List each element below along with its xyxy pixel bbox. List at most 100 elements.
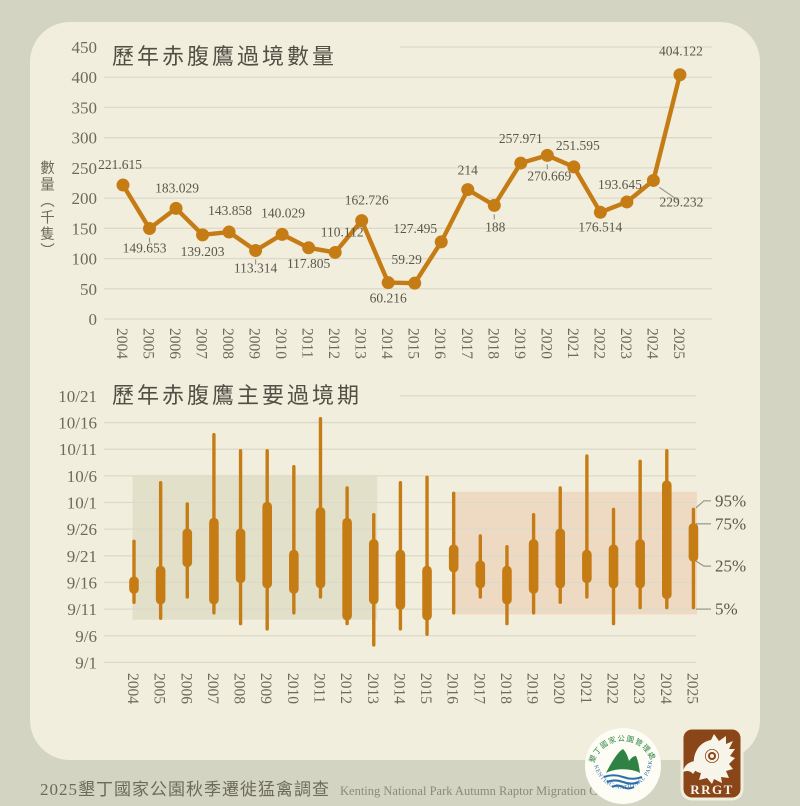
x-tick-label: 2005 [151,673,168,704]
data-point-label: 214 [458,163,479,178]
x-tick-label: 2006 [177,673,194,704]
data-point [275,227,289,241]
data-point [116,178,130,192]
x-tick-label: 2006 [166,328,183,359]
y-tick-label: 9/11 [67,600,97,619]
x-tick-label: 2013 [364,673,381,704]
x-tick-label: 2008 [231,673,248,704]
x-tick-label: 2008 [219,328,236,359]
x-tick-label: 2016 [444,673,461,704]
data-point [673,68,687,82]
x-tick-label: 2018 [484,328,501,359]
x-tick-label: 2015 [417,673,434,704]
data-point [514,156,528,170]
candle-chart-title: 歷年赤腹鷹主要過境期 [112,383,363,408]
data-point [169,201,183,215]
y-tick-label: 10/21 [58,387,97,406]
y-tick-label: 0 [89,310,98,329]
data-point-label: 183.029 [155,180,199,195]
x-tick-label: 2014 [390,673,407,704]
data-point-label: 117.805 [287,256,331,271]
y-tick-label: 250 [72,159,98,178]
data-point-label: 59.29 [392,252,423,267]
x-tick-label: 2011 [299,328,316,358]
y-tick-label: 10/16 [58,414,97,433]
data-point-label: 113.314 [234,261,278,276]
data-point-label: 251.595 [556,138,600,153]
legend-leader-line [695,560,711,567]
data-point [461,183,475,197]
waves-icon [603,774,643,790]
line-chart-title: 歷年赤腹鷹過境數量 [112,44,338,69]
x-tick-label: 2014 [378,328,395,359]
x-tick-label: 2017 [470,673,487,704]
x-tick-label: 2020 [537,328,554,359]
x-tick-label: 2021 [577,673,594,704]
data-point-label: 257.971 [499,131,543,146]
x-tick-label: 2022 [604,673,621,704]
data-point-label: 188 [485,219,506,234]
chart-card [30,22,760,760]
y-tick-label: 450 [72,38,98,57]
data-point-label: 127.495 [393,221,437,236]
data-point-label: 404.122 [659,44,703,59]
x-tick-label: 2023 [630,673,647,704]
x-tick-label: 2010 [284,673,301,704]
data-point [620,195,634,209]
x-tick-label: 2009 [246,328,263,359]
decade-band-2004-2013 [132,475,378,620]
x-tick-label: 2005 [140,328,157,359]
data-point-label: 149.653 [123,241,167,256]
data-point [249,244,263,258]
x-tick-label: 2021 [564,328,581,359]
eye-pupil [710,754,714,758]
data-point-label: 110.112 [321,224,364,239]
x-tick-label: 2019 [511,328,528,359]
kenting-np-logo: 墾丁國家公園管理處 KENTING NATIONAL PARK [585,728,661,804]
raptor-head-icon [683,734,735,784]
footer: 2025墾丁國家公園秋季遷徙猛禽調查 Kenting National Park … [40,775,620,800]
y-tick-label: 100 [72,250,98,269]
footer-title-en: Kenting National Park Autumn Raptor Migr… [340,784,620,798]
data-point [355,214,369,228]
x-tick-label: 2022 [590,328,607,359]
data-point-label: 270.669 [527,168,571,183]
data-point [408,276,422,290]
footer-title-cjk: 2025墾丁國家公園秋季遷徙猛禽調查 [40,780,330,799]
x-tick-label: 2025 [670,328,687,359]
x-tick-label: 2010 [272,328,289,359]
y-tick-label: 400 [72,68,98,87]
x-tick-label: 2020 [550,673,567,704]
data-point [434,235,448,249]
data-point [540,148,554,162]
y-tick-label: 10/11 [59,440,97,459]
x-tick-label: 2015 [405,328,422,359]
data-point-label: 162.726 [345,193,389,208]
decade-band-2016-2025 [452,491,697,615]
data-point [328,245,342,259]
data-point-label: 221.615 [98,157,142,172]
trend-line [121,74,683,286]
x-tick-label: 2009 [257,673,274,704]
legend-label: 75% [715,514,746,533]
rrgt-logo: RRGT [680,726,744,801]
x-tick-label: 2012 [325,328,342,359]
x-tick-label: 2025 [683,673,700,704]
x-tick-label: 2016 [431,328,448,359]
y-tick-label: 200 [72,189,98,208]
data-point-label: 60.216 [370,291,407,306]
y-tick-label: 9/21 [67,547,97,566]
x-tick-label: 2017 [458,328,475,359]
data-point [567,160,581,174]
data-point-label: 229.232 [659,194,703,209]
x-tick-label: 2007 [193,328,210,359]
legend-label: 25% [715,557,746,576]
data-point [381,276,395,290]
rrgt-label: RRGT [690,782,734,797]
x-tick-label: 2023 [617,328,634,359]
legend-leader-line [695,500,711,509]
x-tick-label: 2024 [657,673,674,704]
data-point [487,198,501,212]
